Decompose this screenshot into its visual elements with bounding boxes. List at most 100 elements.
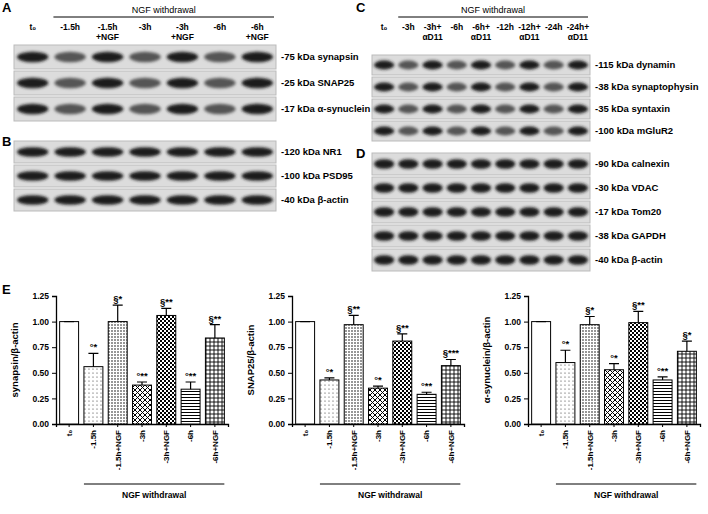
- blot-band: [471, 159, 491, 169]
- tick-label: -6h: [186, 430, 195, 442]
- tick-label: 0.50: [32, 368, 49, 378]
- blot-band: [54, 171, 85, 181]
- bar-chart: 0.000.250.500.751.001.25synapsin/β-actin…: [9, 291, 229, 500]
- tick: 1.00: [268, 317, 292, 327]
- error-bar: [137, 382, 147, 385]
- tick: 0.50: [32, 368, 56, 378]
- blot-band: [519, 83, 539, 92]
- blot-band: [568, 105, 588, 114]
- x-axis: t₀-1.5h-1.5h+NGF-3h-3h+NGF-6h-6h+NGF: [529, 424, 701, 470]
- header-label: NGF withdrawal: [461, 5, 525, 15]
- tick-mark: [52, 373, 56, 374]
- blot-strip: [372, 201, 590, 223]
- tick-mark: [305, 424, 306, 427]
- group-line: [556, 484, 696, 485]
- tick: -6h: [186, 424, 195, 442]
- blot-band: [519, 127, 539, 136]
- blot-band: [568, 255, 588, 265]
- error-bar: [210, 325, 220, 338]
- blot-band: [374, 127, 394, 136]
- row-label: -100 kDa mGluR2: [595, 125, 673, 136]
- tick-label: 1.00: [268, 317, 285, 327]
- blot-band: [92, 195, 123, 205]
- blot-strip: [372, 77, 590, 97]
- blot-band: [54, 52, 85, 62]
- significance-label: §*: [682, 329, 691, 340]
- error-bar: [300, 321, 310, 322]
- error-bar: [658, 377, 668, 380]
- blot-band: [54, 78, 85, 88]
- tick-label: -3h: [138, 430, 147, 442]
- tick-mark: [524, 398, 528, 399]
- blot-band: [543, 183, 563, 193]
- tick: -3h: [138, 424, 147, 442]
- bar: [653, 380, 672, 424]
- tick: 0.75: [268, 342, 292, 352]
- blot-band: [471, 127, 491, 136]
- blot-band: [519, 207, 539, 217]
- blot-band: [519, 105, 539, 114]
- tick-mark: [565, 424, 566, 427]
- blot-band: [17, 52, 48, 62]
- blot-band: [167, 52, 198, 62]
- tick: 0.75: [504, 342, 528, 352]
- blot-band: [543, 105, 563, 114]
- blot-band: [568, 159, 588, 169]
- blot-band: [398, 207, 418, 217]
- bar: [157, 315, 176, 424]
- tick: 0.00: [32, 419, 56, 429]
- blot-band: [204, 78, 235, 88]
- tick-mark: [614, 424, 615, 427]
- blot-strip: [14, 97, 276, 121]
- blot-band: [167, 195, 198, 205]
- plot-marks: [60, 305, 225, 424]
- tick-label: -6h+NGF: [683, 430, 692, 464]
- blot-band: [519, 61, 539, 70]
- tick-mark: [190, 424, 191, 427]
- error-bar: [88, 353, 98, 366]
- significance-label: °*: [562, 338, 570, 349]
- blot-band: [543, 207, 563, 217]
- blot-band: [92, 147, 123, 157]
- bar: [393, 341, 412, 424]
- blot-strip: [14, 189, 276, 211]
- blot-band: [422, 61, 442, 70]
- blot-band: [519, 183, 539, 193]
- tick-label: 1.25: [32, 291, 49, 301]
- tick-label: 0.50: [504, 368, 521, 378]
- blot-band: [422, 105, 442, 114]
- tick-mark: [117, 424, 118, 427]
- tick-label: 0.50: [268, 368, 285, 378]
- blot-band: [447, 255, 467, 265]
- bar: [133, 385, 152, 424]
- y-axis-title: SNAP25/β-actin: [245, 324, 256, 395]
- tick-mark: [329, 424, 330, 427]
- blot-band: [543, 61, 563, 70]
- tick-mark: [52, 322, 56, 323]
- blot-band: [447, 231, 467, 241]
- significance-label: §**: [160, 296, 173, 307]
- error-bar: [422, 392, 432, 394]
- row-label: -100 kDa PSD95: [281, 170, 354, 181]
- blot-band: [422, 207, 442, 217]
- tick-mark: [142, 424, 143, 427]
- tick-mark: [524, 296, 528, 297]
- y-axis: 0.000.250.500.751.001.25: [268, 291, 292, 429]
- blot-band: [495, 61, 515, 70]
- blot-band: [568, 207, 588, 217]
- tick: -1.5h+NGF: [350, 424, 359, 470]
- tick-mark: [589, 424, 590, 427]
- error-bar: [113, 305, 123, 321]
- blot-band: [374, 255, 394, 265]
- error-bar: [64, 321, 74, 322]
- tick-mark: [524, 322, 528, 323]
- tick: 1.25: [32, 291, 56, 301]
- bar-chart: 0.000.250.500.751.001.25α-synuclein/β-ac…: [481, 291, 701, 500]
- blot-strip: [372, 153, 590, 175]
- row-label: -40 kDa β-actin: [595, 254, 663, 265]
- tick: 0.75: [32, 342, 56, 352]
- tick-mark: [524, 424, 528, 425]
- tick-label: 0.75: [268, 342, 285, 352]
- tick-label: -6h+NGF: [447, 430, 456, 464]
- blot-band: [398, 255, 418, 265]
